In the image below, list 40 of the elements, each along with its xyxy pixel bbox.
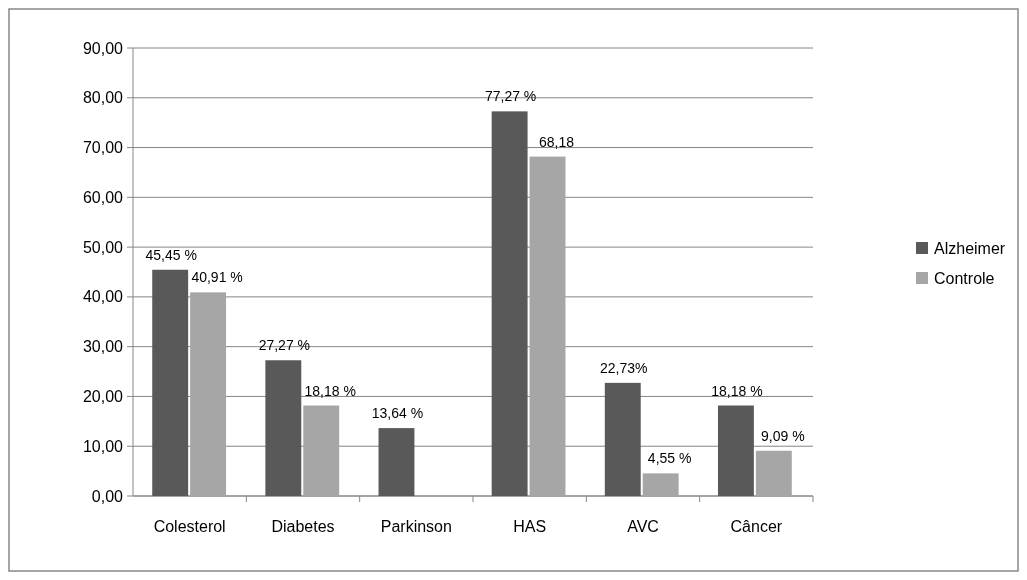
bar — [378, 428, 415, 496]
x-tick-label: Câncer — [730, 518, 783, 535]
y-tick-label: 0,00 — [91, 487, 124, 505]
y-tick-label: 20,00 — [82, 388, 124, 406]
x-tick-label: HAS — [513, 518, 547, 535]
x-tick-label: Diabetes — [271, 518, 335, 535]
bar — [529, 156, 566, 496]
bar — [755, 450, 792, 496]
data-label: 45,45 % — [145, 246, 197, 263]
x-tick-label: Colesterol — [153, 518, 226, 535]
x-tick-label: AVC — [627, 518, 659, 535]
bar — [642, 473, 679, 496]
data-label: 77,27 % — [484, 88, 537, 105]
bar — [491, 111, 528, 496]
data-label: 13,64 % — [371, 405, 424, 422]
bar — [265, 360, 302, 496]
data-label: 18,18 % — [304, 382, 356, 399]
bar — [190, 292, 227, 496]
data-label: 22,73% — [600, 359, 648, 376]
y-tick-label: 80,00 — [82, 89, 124, 107]
data-label: 4,55 % — [647, 450, 692, 467]
y-tick-label: 10,00 — [82, 437, 124, 455]
y-tick-label: 60,00 — [82, 188, 124, 206]
y-tick-label: 30,00 — [82, 338, 124, 356]
x-tick-label: Parkinson — [380, 518, 452, 535]
bar — [303, 405, 340, 496]
data-label: 40,91 % — [191, 269, 243, 286]
data-label: 9,09 % — [761, 427, 805, 444]
y-tick-label: 70,00 — [82, 139, 124, 157]
legend-label: Controle — [934, 269, 995, 287]
bar — [152, 269, 189, 496]
y-tick-label: 40,00 — [82, 288, 124, 306]
y-tick-label: 50,00 — [82, 238, 124, 256]
data-label: 18,18 % — [711, 382, 763, 399]
bar — [717, 405, 754, 496]
bar — [604, 382, 641, 496]
data-label: 68,18 — [539, 133, 575, 150]
data-label: 27,27 % — [258, 337, 311, 354]
y-tick-label: 90,00 — [82, 39, 124, 57]
legend-label: Alzheimer — [934, 239, 1006, 257]
